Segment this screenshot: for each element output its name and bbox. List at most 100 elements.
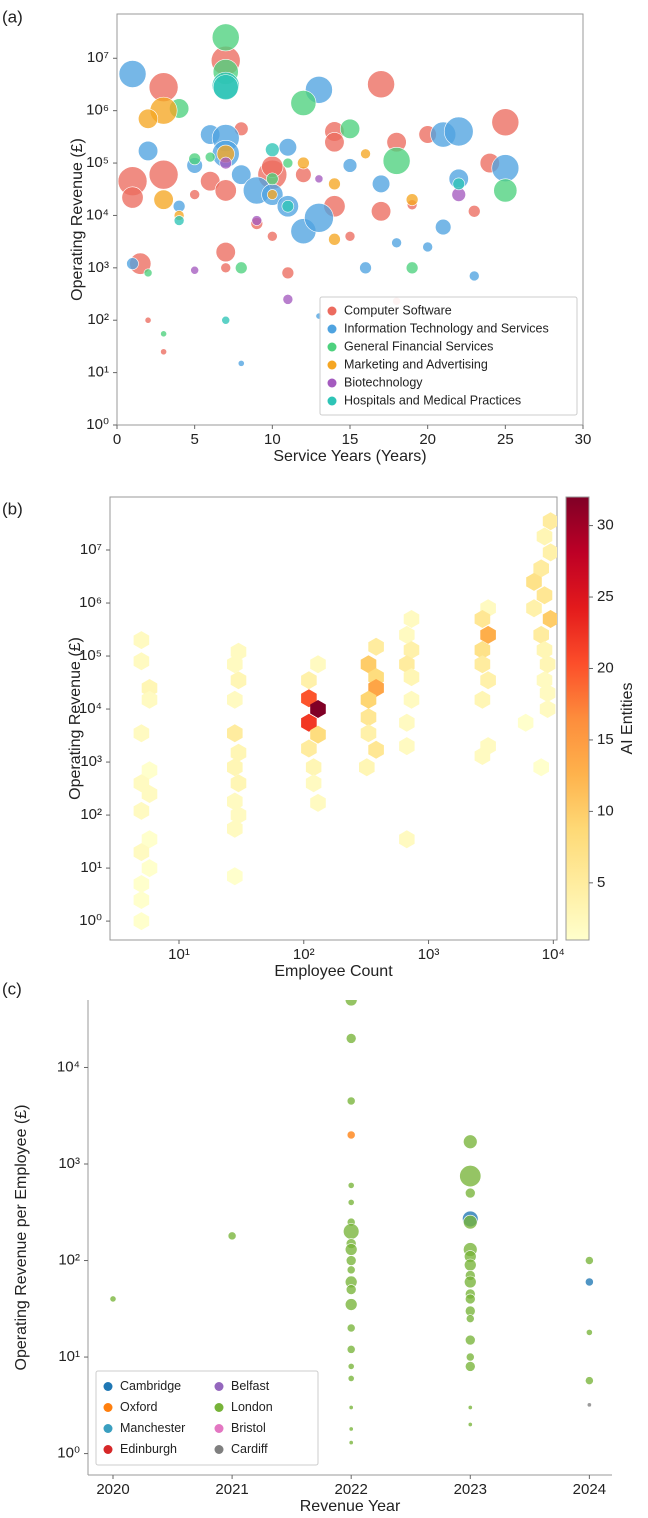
data-point (160, 330, 167, 338)
hex-cell (133, 843, 150, 862)
data-point (463, 1214, 478, 1230)
data-point (452, 177, 465, 191)
data-point (237, 359, 245, 367)
legend-marker (214, 1403, 224, 1412)
data-point (173, 215, 185, 226)
data-point (328, 233, 341, 246)
hex-cell (310, 655, 326, 674)
data-point (118, 60, 147, 88)
hex-cell (310, 793, 326, 812)
hex-cell (536, 586, 553, 605)
legend-box (319, 296, 578, 416)
colorbar-tick-label: 15 (597, 731, 614, 748)
data-point (281, 199, 295, 213)
data-point (281, 266, 295, 280)
legend-label: Manchester (120, 1421, 185, 1435)
hex-cell (230, 743, 247, 762)
hex-cell (536, 527, 553, 546)
x-tick-label: 25 (497, 431, 514, 448)
y-tick-label: 10¹ (58, 1348, 80, 1365)
data-point (297, 156, 310, 170)
data-point (219, 156, 232, 170)
data-point (109, 1295, 117, 1303)
legend-label: London (231, 1400, 273, 1414)
legend-marker (214, 1382, 224, 1391)
legend-label: Cardiff (231, 1442, 268, 1456)
plot-area (133, 512, 557, 931)
legend-label: Marketing and Advertising (344, 357, 488, 371)
hex-cell (305, 758, 322, 777)
data-point (189, 189, 200, 200)
data-point (467, 1405, 473, 1410)
plot-area (109, 1000, 594, 1446)
legend-box (95, 1370, 319, 1466)
data-point (585, 1329, 593, 1336)
data-point (220, 262, 232, 274)
y-tick-label: 10³ (80, 753, 102, 770)
data-point (465, 1314, 475, 1323)
data-point (464, 1334, 476, 1346)
hex-cell (536, 641, 553, 659)
data-point (267, 230, 278, 242)
data-point (586, 1402, 592, 1408)
legend: Computer Software Information Technology … (319, 296, 578, 416)
data-point (347, 1182, 355, 1189)
legend-marker (103, 1382, 113, 1391)
hex-cell (230, 806, 247, 825)
hex-cell (517, 713, 534, 732)
data-point (144, 316, 152, 324)
hex-cell (542, 512, 557, 531)
hex-cell (141, 859, 158, 878)
data-point (493, 178, 518, 203)
y-tick-label: 10¹ (80, 859, 102, 876)
data-point (371, 201, 392, 222)
hex-cell (542, 610, 557, 628)
data-point (235, 261, 248, 275)
legend-label: Biotechnology (344, 375, 423, 389)
data-point (211, 23, 240, 52)
hex-cell (301, 689, 317, 708)
plot-frame (109, 496, 558, 941)
data-point (282, 294, 294, 305)
data-point (585, 1376, 594, 1385)
data-point (138, 140, 159, 162)
legend-label: Oxford (120, 1400, 158, 1414)
data-point (464, 1361, 476, 1372)
data-point (265, 142, 280, 157)
legend-marker (327, 306, 337, 316)
data-point (153, 189, 174, 210)
data-point (464, 1293, 476, 1305)
panel-label: (b) (2, 499, 23, 518)
y-tick-label: 10¹ (87, 364, 109, 381)
hex-cell (301, 671, 317, 690)
legend-label: Hospitals and Medical Practices (344, 393, 521, 407)
data-point (443, 116, 474, 147)
data-point (344, 1243, 358, 1256)
legend-marker (103, 1445, 113, 1454)
legend-marker (327, 342, 337, 352)
y-tick-label: 10³ (87, 259, 109, 276)
y-tick-label: 10⁴ (57, 1058, 80, 1075)
data-point (290, 90, 317, 116)
hex-cell (533, 625, 549, 644)
data-point (347, 1363, 355, 1370)
hex-cell (539, 655, 556, 674)
hex-cell (230, 774, 247, 793)
data-point (465, 1352, 475, 1362)
hex-cell (474, 655, 491, 674)
hex-cell (227, 655, 243, 674)
hex-cell (141, 679, 158, 697)
x-tick-label: 15 (342, 431, 359, 448)
x-axis-label: Service Years (Years) (273, 448, 426, 465)
data-point (422, 241, 433, 253)
legend-marker (327, 378, 337, 388)
hex-cell (301, 713, 317, 732)
hex-cell (227, 819, 243, 838)
legend-label: Edinburgh (120, 1442, 177, 1456)
data-point (345, 1284, 357, 1295)
x-tick-label: 2024 (573, 1481, 606, 1498)
hex-cell (230, 671, 247, 690)
x-tick-label: 0 (113, 431, 121, 448)
hex-cell (539, 700, 556, 718)
